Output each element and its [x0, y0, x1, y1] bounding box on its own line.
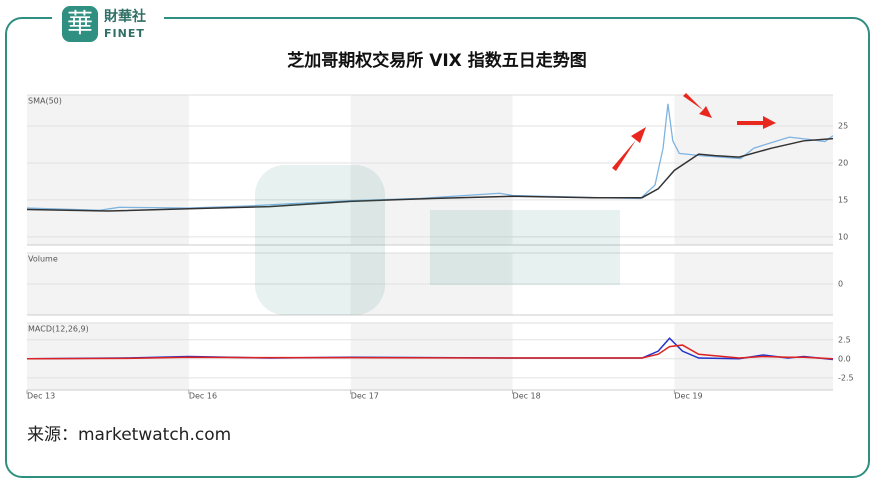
x-tick-label: Dec 16	[189, 392, 217, 401]
panel-label: Volume	[28, 255, 58, 264]
day-band	[512, 95, 675, 245]
y-tick-label: 0	[838, 280, 843, 289]
x-tick-label: Dec 17	[351, 392, 379, 401]
panel-bg	[27, 323, 833, 390]
x-tick-label: Dec 13	[27, 392, 55, 401]
y-tick-label: 20	[838, 158, 848, 167]
y-tick-label: 15	[838, 195, 848, 204]
logo-mark: 華	[67, 9, 93, 39]
arrows	[612, 93, 776, 171]
series-line	[26, 344, 834, 360]
panel-label: MACD(12,26,9)	[28, 325, 89, 334]
y-tick-label: 0.0	[838, 354, 851, 363]
series-line	[26, 137, 834, 212]
y-tick-label: -2.5	[838, 373, 854, 382]
panel-bg	[27, 95, 833, 245]
panel-label: SMA(50)	[28, 97, 62, 106]
watermark	[255, 165, 620, 315]
plot: SMA(50) 10 15 20 25 Volume 0 MACD(12,26,9) 2.5 0.…	[26, 94, 854, 401]
logo-sub: FINET	[104, 27, 145, 40]
series-line	[26, 103, 834, 211]
source: 来源：marketwatch.com	[27, 425, 231, 445]
x-tick-label: Dec 19	[674, 392, 702, 401]
logo-name: 財華社	[103, 8, 146, 25]
logo-badge	[62, 6, 98, 42]
page-title: 芝加哥期权交易所 VIX 指数五日走势图	[287, 50, 586, 71]
y-tick-label: 25	[838, 122, 848, 131]
y-tick-label: 10	[838, 232, 848, 241]
day-band	[188, 95, 351, 245]
x-tick-label: Dec 18	[513, 392, 541, 401]
y-tick-label: 2.5	[838, 335, 851, 344]
